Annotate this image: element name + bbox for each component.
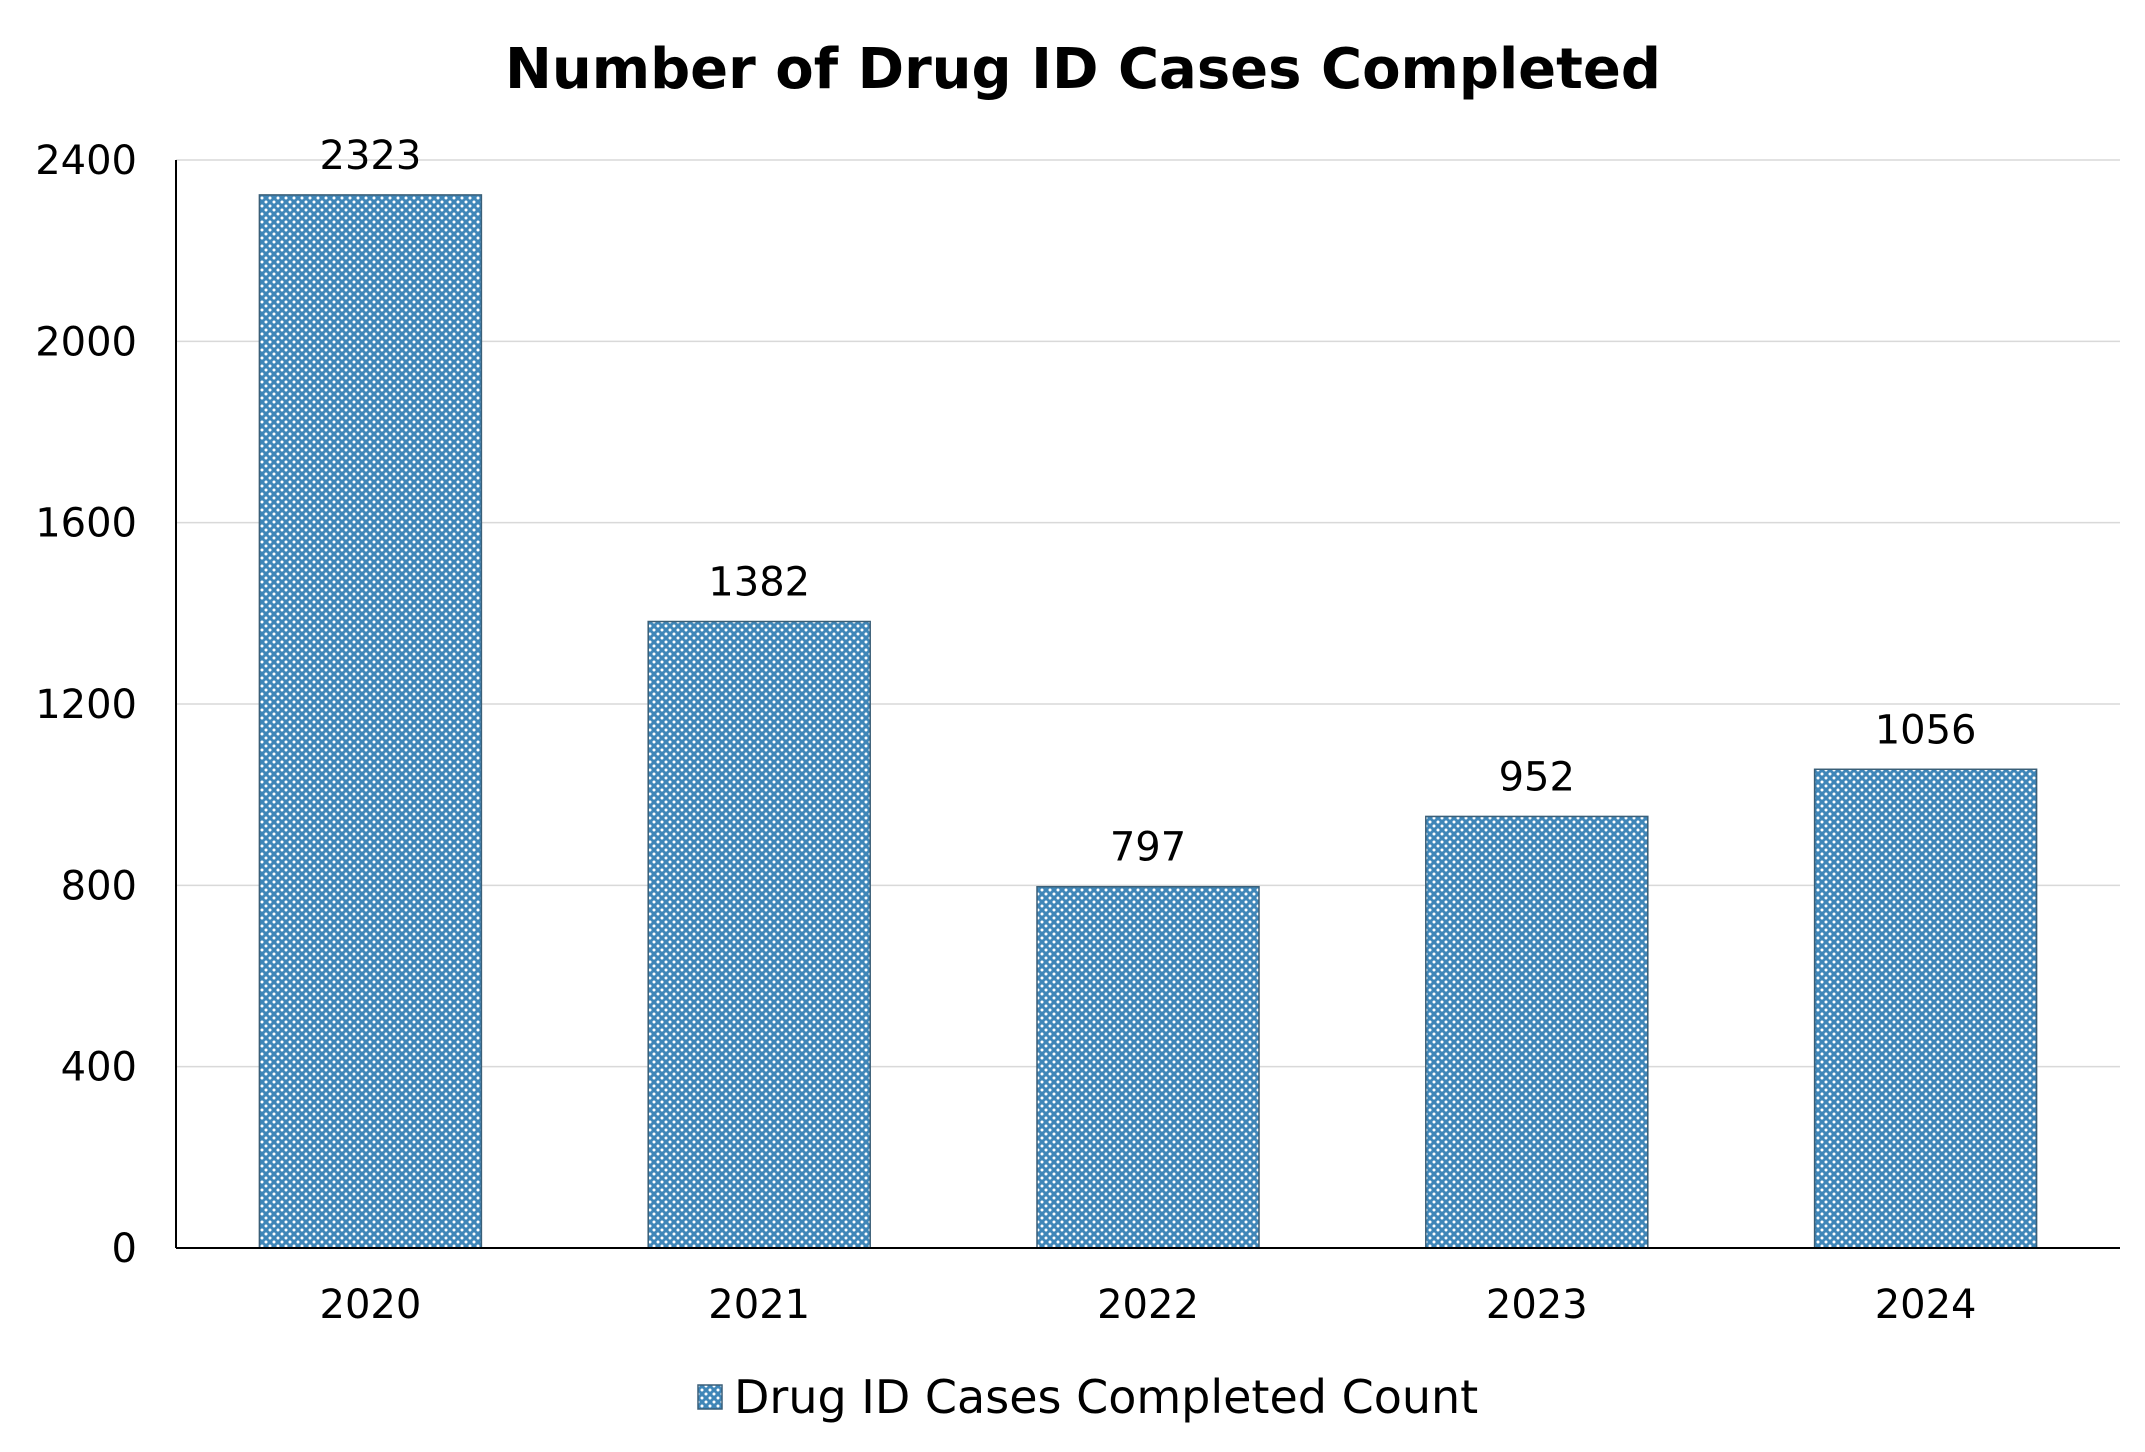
y-tick-label: 2000	[35, 319, 137, 365]
bar-2021	[647, 620, 871, 1249]
chart-title: Number of Drug ID Cases Completed	[505, 37, 1661, 102]
x-tick-label: 2023	[1486, 1282, 1588, 1328]
y-tick-label: 1600	[35, 501, 137, 547]
y-tick-label: 2400	[35, 138, 137, 184]
data-label-2023: 952	[1499, 754, 1575, 800]
gridlines	[176, 159, 2120, 1068]
x-tick-label: 2022	[1097, 1282, 1199, 1328]
bar-2020	[258, 194, 483, 1249]
y-tick-label: 0	[112, 1226, 137, 1272]
data-label-2020: 2323	[320, 133, 422, 179]
bar-2024	[1813, 768, 2038, 1249]
x-tick-label: 2020	[320, 1282, 422, 1328]
bar-2022	[1036, 885, 1260, 1249]
x-axis-tick-labels: 2020 2021 2022 2023 2024	[320, 1282, 1977, 1328]
data-label-2021: 1382	[708, 559, 810, 605]
legend-label: Drug ID Cases Completed Count	[734, 1370, 1478, 1424]
y-tick-label: 400	[61, 1045, 137, 1091]
y-tick-label: 1200	[35, 682, 137, 728]
data-labels: 2323 1382 797 952 1056	[320, 133, 1977, 871]
x-tick-label: 2021	[708, 1282, 810, 1328]
x-tick-label: 2024	[1875, 1282, 1977, 1328]
bar-2023	[1425, 815, 1649, 1249]
bars	[258, 194, 2038, 1249]
data-label-2024: 1056	[1875, 707, 1977, 753]
y-tick-label: 800	[61, 863, 137, 909]
legend: Drug ID Cases Completed Count	[697, 1370, 1478, 1424]
legend-swatch	[697, 1384, 723, 1410]
data-label-2022: 797	[1110, 825, 1186, 871]
y-axis-tick-labels: 0 400 800 1200 1600 2000 2400	[35, 138, 137, 1272]
